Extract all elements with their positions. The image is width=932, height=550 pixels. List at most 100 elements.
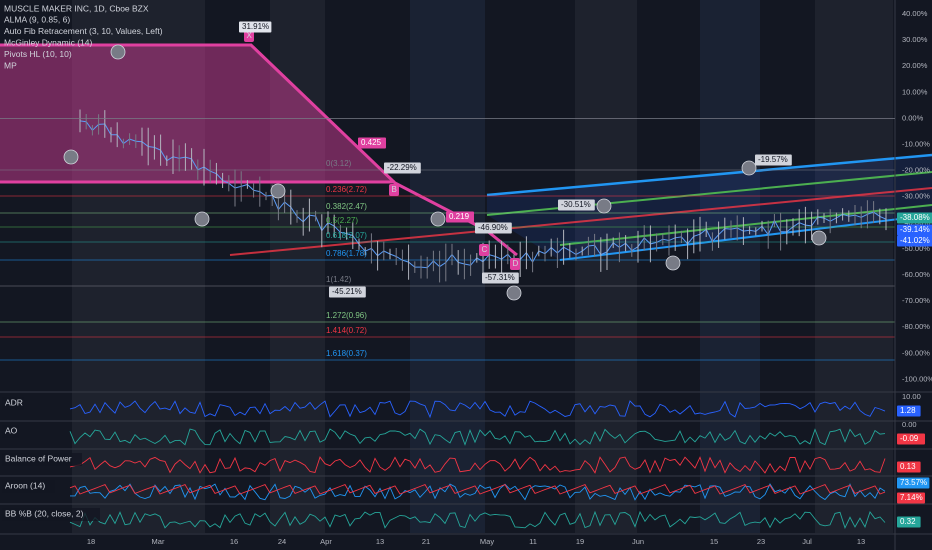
- pane-value: 0.32: [900, 517, 916, 526]
- percent-tag-bg: [482, 272, 519, 284]
- legend-item: Auto Fib Retracement (3, 10, Values, Lef…: [4, 26, 163, 36]
- indicator-line: [69, 484, 886, 495]
- session-bands: [72, 0, 893, 533]
- pane-value: 1.28: [900, 406, 916, 415]
- pane-title: BB %B (20, close, 2): [5, 508, 84, 518]
- pattern-point-bg: [389, 184, 399, 196]
- percent-tag-bg: [239, 21, 272, 33]
- channel-fill: [487, 155, 932, 260]
- price-axis-label: -30.00%: [902, 192, 930, 201]
- fib-label: 1.414(0.72): [326, 326, 367, 335]
- pane-title: Aroon (14): [5, 480, 45, 490]
- fib-label: 0.382(2.47): [326, 202, 367, 211]
- time-axis-label: Jul: [802, 537, 812, 546]
- pane-value-bg: [897, 461, 921, 473]
- price-axis-label: -70.00%: [902, 296, 930, 305]
- percent-tag: -30.51%: [561, 200, 591, 209]
- percent-tag: -46.90%: [478, 223, 508, 232]
- fib-label: 0.236(2.72): [326, 185, 367, 194]
- indicator-line: [69, 456, 886, 474]
- indicator-line: [69, 510, 886, 530]
- price-axis-label: 0.00%: [902, 113, 924, 122]
- pane-title-bg: [2, 453, 82, 466]
- percent-tag-bg: [384, 162, 421, 174]
- percent-tag: -19.57%: [758, 155, 788, 164]
- pane-axis-label: 0.00: [902, 420, 917, 429]
- pattern-point-bg: [510, 258, 520, 270]
- price-axis-label: -80.00%: [902, 322, 930, 331]
- channel-green: [559, 204, 932, 246]
- price-axis-label: -50.00%: [902, 244, 930, 253]
- pattern-point: C: [482, 245, 488, 254]
- price-axis-label: 30.00%: [902, 35, 928, 44]
- percent-tag: -57.31%: [485, 273, 515, 282]
- time-axis-label: 13: [857, 537, 865, 546]
- fib-label: 1.618(0.37): [326, 349, 367, 358]
- pattern-point-bg: [244, 30, 254, 42]
- channel-top: [486, 153, 932, 197]
- time-axis-label: 11: [529, 537, 537, 546]
- ratio-label: 0.425: [361, 138, 382, 147]
- bars: [79, 109, 887, 283]
- trend-red: [229, 187, 932, 256]
- pane-value: -0.09: [900, 434, 919, 443]
- fib-lines: [0, 169, 895, 361]
- percent-tag: -22.29%: [387, 163, 417, 172]
- legend-item: ALMA (9, 0.85, 6): [4, 15, 70, 25]
- time-axis-label: Jun: [632, 537, 644, 546]
- pane-value: 73.57%: [900, 478, 927, 487]
- fib-label: 0(3.12): [326, 159, 352, 168]
- pattern-point: D: [513, 259, 519, 268]
- pane-title: Balance of Power: [5, 453, 72, 463]
- price-axis-label: 20.00%: [902, 61, 928, 70]
- pattern-point-bg: [479, 244, 489, 256]
- price-axis-label: 40.00%: [902, 9, 928, 18]
- pane-title-bg: [2, 425, 19, 438]
- indicator-line: [69, 400, 886, 419]
- time-axis-label: 13: [376, 537, 384, 546]
- price-tag-bg: [897, 224, 932, 236]
- percent-tag-bg: [329, 286, 366, 298]
- pane-value-bg: [897, 477, 930, 489]
- time-axis-label: 21: [422, 537, 430, 546]
- time-axis-label: 16: [230, 537, 238, 546]
- pivots: [63, 44, 827, 301]
- ratio-label: 0.219: [449, 212, 470, 221]
- pane-title: AO: [5, 425, 18, 435]
- price-tag: -39.14%: [900, 225, 930, 234]
- fib-label: 0.786(1.78): [326, 249, 367, 258]
- pattern-point: X: [247, 31, 253, 40]
- price-tag: -38.08%: [900, 213, 930, 222]
- legend-item: MP: [4, 60, 17, 70]
- pane-title-bg: [2, 480, 55, 493]
- percent-tag-bg: [475, 222, 512, 234]
- fib-label: 0.618(2.07): [326, 231, 367, 240]
- pane-title: ADR: [5, 397, 23, 407]
- percent-tag: -45.21%: [332, 287, 362, 296]
- ratio-label-bg: [358, 137, 386, 149]
- time-axis-label: May: [480, 537, 494, 546]
- pane-axis-label: 10.00: [902, 392, 921, 401]
- pane-title-bg: [2, 397, 24, 410]
- percent-tag: 31.91%: [242, 22, 269, 31]
- pane-value: 0.13: [900, 462, 916, 471]
- pattern-fill: [0, 45, 395, 183]
- pattern-point: B: [392, 185, 397, 194]
- fib-label: 1(1.42): [326, 275, 352, 284]
- time-axis-label: 19: [576, 537, 584, 546]
- time-axis-label: Apr: [320, 537, 332, 546]
- legend-item: Pivots HL (10, 10): [4, 49, 72, 59]
- price-axis-label: -20.00%: [902, 166, 930, 175]
- time-axis-label: 18: [87, 537, 95, 546]
- price-axis-label: -90.00%: [902, 348, 930, 357]
- fib-label: 0.5(2.27): [326, 216, 358, 225]
- fib-label: 1.272(0.96): [326, 311, 367, 320]
- channel-bottom: [559, 214, 932, 261]
- legend-item: MUSCLE MAKER INC, 1D, Cboe BZX: [4, 3, 149, 13]
- price-axis-label: -100.00%: [902, 374, 932, 383]
- price-axis-label: 10.00%: [902, 87, 928, 96]
- price-tag-bg: [897, 235, 932, 247]
- time-axis-label: 15: [710, 537, 718, 546]
- time-axis-label: Mar: [152, 537, 165, 546]
